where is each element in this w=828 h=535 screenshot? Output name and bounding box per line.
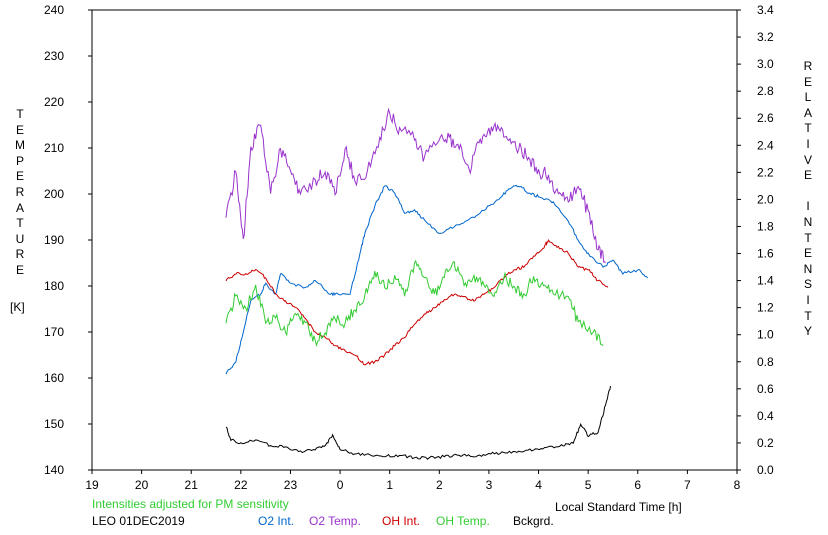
axis-title-letter: A — [803, 105, 812, 120]
axis-title-letter: Y — [803, 324, 812, 339]
series-line-o2-int — [225, 184, 649, 375]
tick-marks — [88, 9, 741, 474]
axis-title-letter: R — [803, 59, 813, 73]
x-tick-label: 23 — [284, 478, 298, 492]
x-tick-label: 7 — [684, 478, 691, 492]
x-tick-label: 21 — [185, 478, 199, 492]
y-right-tick-label: 1.4 — [757, 274, 774, 288]
y-right-tick-label: 2.6 — [757, 111, 774, 125]
axis-title-letter: E — [15, 169, 24, 184]
y-right-tick-label: 2.8 — [757, 84, 774, 98]
axis-title-letter: A — [15, 200, 24, 215]
x-axis-title: Local Standard Time [h] — [555, 500, 682, 514]
y-right-tick-label: 0.2 — [757, 436, 774, 450]
y-left-tick-label: 200 — [44, 187, 64, 201]
y-right-tick-label: 1.8 — [757, 219, 774, 233]
y-left-tick-label: 140 — [44, 463, 64, 477]
x-tick-label: 4 — [535, 478, 542, 492]
adjustment-note: Intensities adjusted for PM sensitivity — [92, 497, 289, 511]
x-tick-label: 3 — [486, 478, 493, 492]
y-left-axis-unit: [K] — [10, 300, 25, 314]
tick-labels: 19 20 21 22 23 0 1 2 3 4 5 6 7 8140150160170180190200… — [44, 3, 774, 492]
axis-title-letter: R — [15, 184, 25, 199]
station-date: LEO 01DEC2019 — [92, 514, 185, 528]
y-right-tick-label: 1.0 — [757, 328, 774, 342]
y-left-tick-label: 150 — [44, 417, 64, 431]
y-right-tick-label: 3.4 — [757, 3, 774, 17]
axis-title-letter: U — [15, 231, 25, 246]
x-tick-label: 6 — [634, 478, 641, 492]
y-right-tick-label: 2.2 — [757, 165, 774, 179]
x-tick-label: 1 — [386, 478, 393, 492]
series-line-o2-temp — [225, 107, 606, 264]
axis-title-letter: P — [15, 153, 24, 168]
y-left-tick-label: 220 — [44, 95, 64, 109]
y-right-tick-label: 1.2 — [757, 301, 774, 315]
axis-title-letter: S — [803, 277, 812, 292]
legend-item: OH Temp. — [436, 514, 490, 528]
series-line-bckgrd — [225, 386, 611, 460]
axis-title-letter: N — [803, 214, 813, 229]
axis-title-letter: E — [803, 168, 812, 183]
axis-title-letter: E — [15, 262, 24, 277]
axis-title-letter: I — [806, 292, 810, 307]
axis-title-letter — [800, 185, 816, 201]
axis-title-letter: I — [806, 136, 810, 151]
y-right-tick-label: 2.4 — [757, 138, 774, 152]
series-line-oh-int — [225, 238, 609, 366]
y-left-tick-label: 160 — [44, 371, 64, 385]
series-group — [225, 107, 649, 460]
axis-title-letter: V — [803, 152, 812, 167]
axis-title-letter: E — [803, 74, 812, 89]
axis-title-letter: E — [803, 246, 812, 261]
y-left-tick-label: 240 — [44, 3, 64, 17]
x-tick-label: 2 — [436, 478, 443, 492]
x-tick-label: 20 — [135, 478, 149, 492]
y-right-tick-label: 0.0 — [757, 463, 774, 477]
y-left-tick-label: 210 — [44, 141, 64, 155]
axis-title-letter: N — [803, 261, 813, 276]
axis-title-letter: L — [804, 90, 812, 105]
y-right-tick-label: 3.0 — [757, 57, 774, 71]
axis-title-letter: T — [804, 308, 812, 323]
y-left-tick-label: 190 — [44, 233, 64, 247]
x-tick-label: 5 — [585, 478, 592, 492]
y-right-tick-label: 0.6 — [757, 382, 774, 396]
x-tick-label: 8 — [734, 478, 741, 492]
legend-item: O2 Temp. — [309, 514, 361, 528]
y-left-tick-label: 180 — [44, 279, 64, 293]
y-right-tick-label: 0.8 — [757, 355, 774, 369]
axis-title-letter: E — [15, 122, 24, 137]
x-tick-label: 22 — [234, 478, 248, 492]
axis-title-letter: R — [15, 247, 25, 262]
x-tick-label: 0 — [337, 478, 344, 492]
y-right-tick-label: 1.6 — [757, 247, 774, 261]
legend-item: OH Int. — [382, 514, 421, 528]
axis-title-letter: T — [804, 230, 812, 245]
plot-frame — [91, 9, 738, 471]
y-left-tick-label: 230 — [44, 49, 64, 63]
series-line-oh-temp — [225, 259, 604, 347]
axis-title-letter: T — [16, 107, 24, 121]
axis-title-letter: T — [804, 121, 812, 136]
axis-title-letter: T — [16, 216, 24, 231]
y-right-tick-label: 2.0 — [757, 192, 774, 206]
legend-item: O2 Int. — [258, 514, 295, 528]
y-left-tick-label: 170 — [44, 325, 64, 339]
x-tick-label: 19 — [85, 478, 99, 492]
y-right-tick-label: 3.2 — [757, 30, 774, 44]
axis-title-letter: M — [15, 138, 25, 153]
axis-title-letter: I — [806, 199, 810, 214]
y-right-tick-label: 0.4 — [757, 409, 774, 423]
legend-item: Bckgrd. — [513, 514, 554, 528]
